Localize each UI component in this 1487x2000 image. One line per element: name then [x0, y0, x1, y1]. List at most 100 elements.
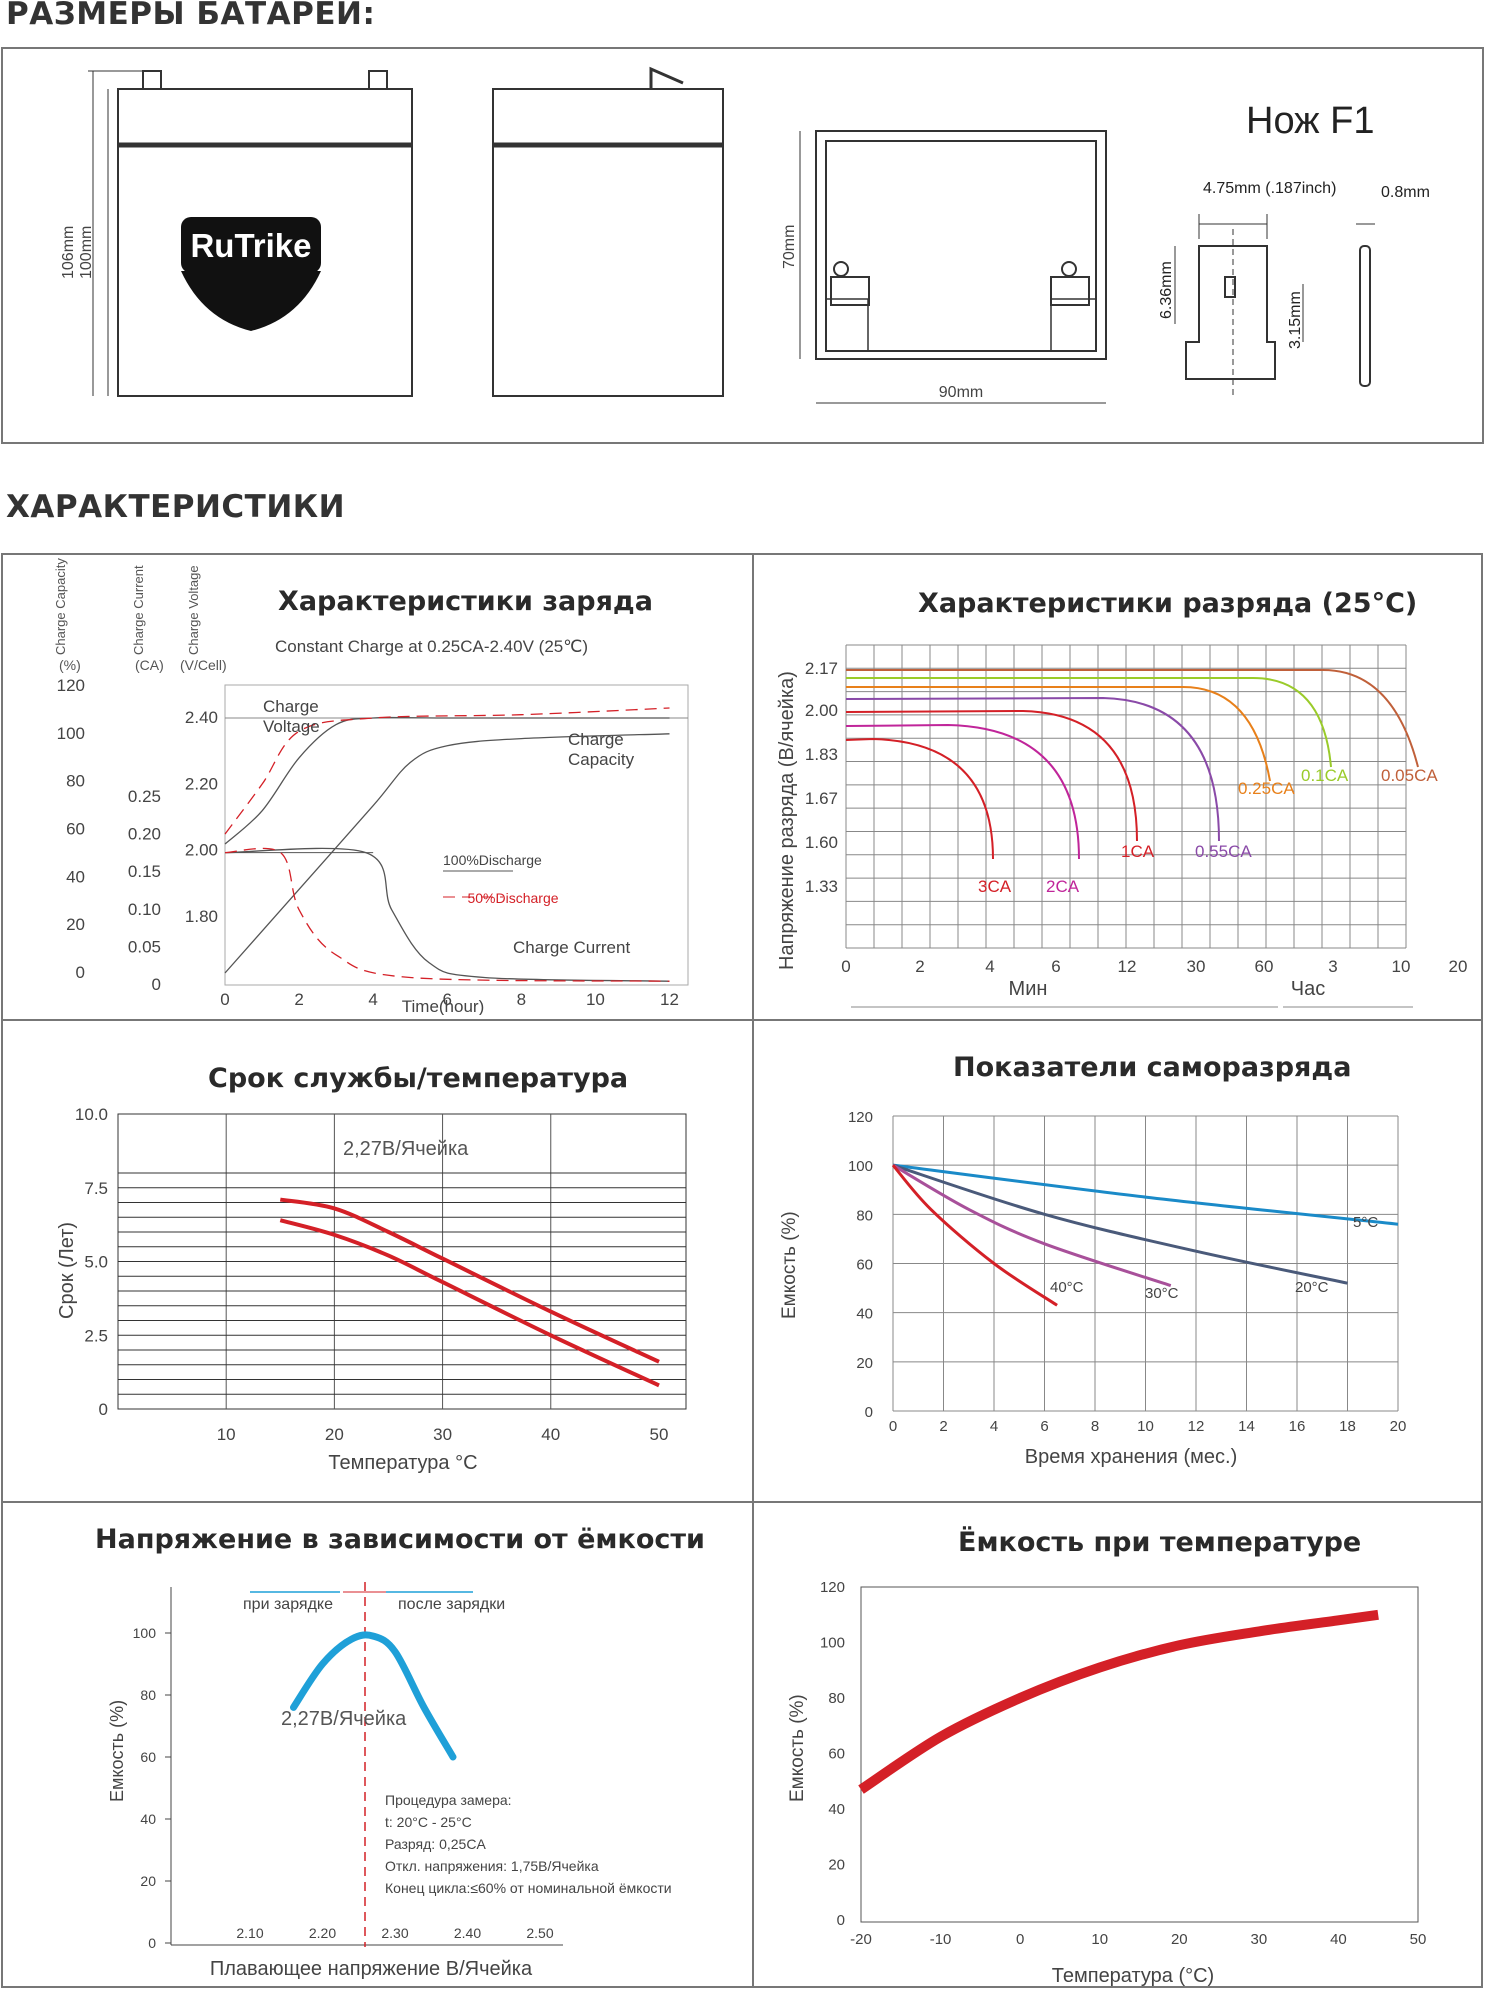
service-life-annotation: 2,27В/Ячейка: [343, 1138, 469, 1160]
current-tick: 0: [152, 975, 161, 994]
voltage-tick: 1.80: [185, 907, 218, 926]
procedure-line: Разряд: 0,25CA: [385, 1836, 486, 1852]
self-discharge-label: 20°C: [1295, 1279, 1329, 1296]
x-tick: 20: [1390, 1418, 1407, 1435]
charge-chart-subtitle: Constant Charge at 0.25CA-2.40V (25℃): [275, 637, 588, 656]
battery-side-outline: [492, 88, 724, 397]
terminal-outline: [1185, 245, 1276, 380]
y-tick: 5.0: [84, 1253, 108, 1272]
y-tick: 100: [133, 1625, 157, 1641]
x-tick: 18: [1339, 1418, 1356, 1435]
x-tick: 20: [325, 1425, 344, 1444]
y-tick: 20: [828, 1857, 845, 1874]
height-outer-label: 106mm: [60, 226, 77, 279]
self-discharge-label: 30°C: [1145, 1285, 1179, 1302]
y-tick: 1.67: [805, 789, 838, 808]
terminal-width-label: 4.75mm (.187inch): [1203, 180, 1336, 197]
y-tick: 0: [865, 1404, 873, 1421]
x-tick: 0: [841, 957, 850, 976]
voltage-capacity-chart: Напряжение в зависимости от ёмкости Емко…: [95, 1524, 705, 1980]
y-tick: 60: [140, 1749, 156, 1765]
x-tick: 6: [443, 990, 452, 1009]
discharge-chart-title: Характеристики разряда (25°C): [918, 588, 1417, 619]
x-tick: 40: [541, 1425, 560, 1444]
x-tick: 0: [889, 1418, 897, 1435]
x-tick: 0: [1016, 1931, 1024, 1948]
charge-current-100-line: [224, 847, 670, 982]
x-tick: 30: [433, 1425, 452, 1444]
x-tick: 2.50: [526, 1925, 553, 1941]
capacity-temperature-chart: Ёмкость при температуре Емкость (%) 120 1…: [787, 1526, 1426, 1987]
charge-current-50-line: [224, 847, 670, 982]
discharge-curve-0.1CA: [846, 677, 1332, 768]
terminal-hole-label: 3.15mm: [1287, 291, 1304, 349]
current-unit: (CA): [135, 657, 164, 673]
y-tick: 40: [140, 1811, 156, 1827]
discharge-curve-3CA: [845, 737, 994, 860]
voltage-tick: 2.00: [185, 841, 218, 860]
x-tick: 10: [1392, 957, 1411, 976]
discharge-label-0.05CA: 0.05CA: [1381, 766, 1438, 785]
charge-chart-xlabel: Time(hour): [402, 997, 485, 1015]
current-tick: 0.10: [128, 900, 161, 919]
depth-label: 70mm: [781, 225, 798, 269]
x-tick: 14: [1238, 1418, 1255, 1435]
charge-capacity-label-1: Charge: [568, 730, 624, 749]
capacity-axis-header: Charge Capacity: [53, 558, 68, 655]
x-tick: 12: [1188, 1418, 1205, 1435]
y-tick: 20: [140, 1873, 156, 1889]
charge-capacity-label-2: Capacity: [568, 750, 635, 769]
x-tick: 2.40: [454, 1925, 481, 1941]
discharge-curve-2CA: [845, 723, 1080, 860]
brand-logo-text: RuTrike: [190, 227, 311, 264]
charge-capacity-100-line: [224, 733, 670, 974]
x-tick: 2.20: [309, 1925, 336, 1941]
service-life-title: Срок службы/температура: [208, 1063, 628, 1094]
y-tick: 2.17: [805, 659, 838, 678]
y-tick: 80: [828, 1690, 845, 1707]
y-tick: 40: [856, 1306, 873, 1323]
procedure-line: Процедура замера:: [385, 1792, 512, 1808]
x-tick: 2: [294, 990, 303, 1009]
voltage-capacity-ylabel: Емкость (%): [107, 1700, 127, 1802]
service-life-chart: Срок службы/температура Срок (Лет) 10.0 7…: [56, 1063, 687, 1474]
capacity-temperature-title: Ёмкость при температуре: [958, 1526, 1361, 1558]
width-label: 90mm: [939, 384, 983, 401]
charge-chart: Характеристики заряда Constant Charge at…: [53, 558, 689, 1015]
x-tick: 4: [990, 1418, 998, 1435]
voltage-capacity-annotation: 2,27В/Ячейка: [281, 1708, 407, 1730]
capacity-temperature-ylabel: Емкость (%): [787, 1694, 808, 1802]
voltage-capacity-xlabel: Плавающее напряжение В/Ячейка: [210, 1958, 533, 1980]
discharge-curve-1CA: [845, 709, 1138, 842]
capacity-tick: 80: [66, 772, 85, 791]
procedure-line: Откл. напряжения: 1,75В/Ячейка: [385, 1858, 599, 1874]
discharge-label-0.25CA: 0.25CA: [1238, 779, 1295, 798]
y-tick: 10.0: [75, 1105, 108, 1124]
y-tick: 100: [848, 1158, 873, 1175]
battery-top-outline: [815, 130, 1107, 360]
dimensions-drawing: RuTrike 106mm 100mm 70mm 90mm Нож F1 4.7…: [60, 66, 1430, 404]
charge-chart-title: Характеристики заряда: [278, 586, 653, 617]
label-during-charge: при зарядке: [243, 1596, 333, 1613]
y-tick: 1.60: [805, 833, 838, 852]
self-discharge-label: 5°C: [1353, 1214, 1378, 1231]
x-tick: 50: [649, 1425, 668, 1444]
x-tick: 10: [217, 1425, 236, 1444]
voltage-capacity-curve: [290, 1631, 457, 1761]
charge-voltage-label-2: Voltage: [263, 717, 320, 736]
y-tick: 120: [820, 1579, 845, 1596]
self-discharge-label: 40°C: [1050, 1279, 1084, 1296]
self-discharge-title: Показатели саморазряда: [953, 1052, 1351, 1083]
y-tick: 60: [856, 1257, 873, 1274]
discharge-curve-0.25CA: [846, 686, 1271, 782]
y-tick: 0: [148, 1935, 156, 1951]
capacity-tick: 100: [57, 724, 85, 743]
current-tick: 0.15: [128, 862, 161, 881]
current-tick: 0.25: [128, 787, 161, 806]
dimensions-panel: RuTrike 106mm 100mm 70mm 90mm Нож F1 4.7…: [1, 47, 1484, 444]
y-tick: 2.5: [84, 1326, 108, 1345]
y-tick: 7.5: [84, 1179, 108, 1198]
terminal-height-label: 6.36mm: [1158, 261, 1175, 319]
x-tick: 10: [1137, 1418, 1154, 1435]
specs-section-title: ХАРАКТЕРИСТИКИ: [6, 489, 346, 525]
